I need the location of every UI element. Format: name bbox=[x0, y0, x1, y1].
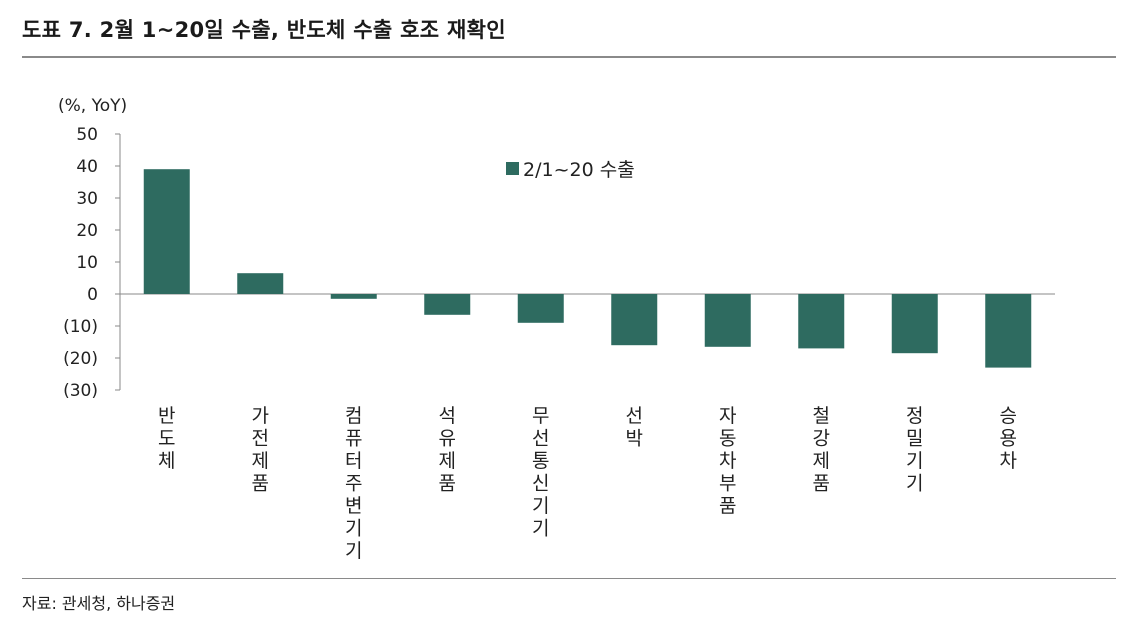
title-divider bbox=[22, 56, 1116, 58]
legend-swatch bbox=[506, 162, 519, 175]
unit-label: (%, YoY) bbox=[58, 96, 127, 116]
source-divider bbox=[22, 578, 1116, 579]
chart-title: 도표 7. 2월 1~20일 수출, 반도체 수출 호조 재확인 bbox=[22, 18, 506, 42]
bar bbox=[798, 294, 845, 349]
y-tick-label: 30 bbox=[76, 189, 98, 209]
bar bbox=[143, 169, 190, 294]
bar bbox=[517, 294, 564, 323]
y-tick-label: 0 bbox=[87, 285, 98, 305]
y-tick-label: 10 bbox=[76, 253, 98, 273]
y-tick-label: 40 bbox=[76, 157, 98, 177]
y-tick-label: (20) bbox=[63, 349, 98, 369]
category-labels: 반 도 체 가 전 제 품 컴 퓨 터 주 변 기 기 석 유 제 품 무 선 통 신 기 기 선 박 자 동 차 부 품 철 강 제 품 정 밀 기 기 승… bbox=[158, 405, 1017, 562]
legend-label: 2/1~20 수출 bbox=[523, 159, 635, 181]
legend: 2/1~20 수출 bbox=[506, 159, 635, 181]
y-tick-label: (30) bbox=[63, 381, 98, 401]
source-note: 자료: 관세청, 하나증권 bbox=[22, 594, 176, 613]
y-tick-label: 20 bbox=[76, 221, 98, 241]
bar bbox=[424, 294, 471, 315]
bar bbox=[985, 294, 1032, 368]
bar bbox=[891, 294, 938, 354]
y-tick-label: (10) bbox=[63, 317, 98, 337]
bar bbox=[330, 294, 377, 299]
y-axis: 50 40 30 20 10 0 (10) (20) (30) bbox=[63, 125, 1055, 401]
bar bbox=[611, 294, 658, 346]
y-tick-label: 50 bbox=[76, 125, 98, 145]
bar bbox=[237, 273, 284, 294]
bar bbox=[704, 294, 751, 347]
bars bbox=[143, 169, 1032, 368]
